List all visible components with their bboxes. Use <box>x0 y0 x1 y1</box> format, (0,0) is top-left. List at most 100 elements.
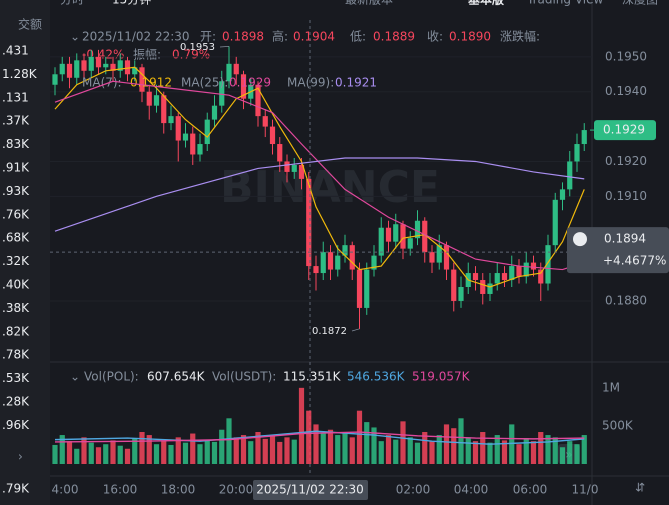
candle-body <box>356 269 363 308</box>
candle-body <box>407 238 413 249</box>
label: 涨跌幅: <box>500 29 540 44</box>
candle-body <box>458 287 464 301</box>
volume-bar <box>182 442 189 464</box>
candle-body <box>451 269 457 301</box>
candle-body <box>95 56 102 68</box>
volume-bar <box>552 437 558 464</box>
volume-bar <box>422 432 428 464</box>
volume-bar <box>385 435 392 464</box>
volume-bar <box>139 432 145 464</box>
candle-body <box>182 133 189 141</box>
column-value: 1.28K <box>2 67 38 81</box>
volume-bar <box>393 439 399 464</box>
volume-bar <box>567 441 573 464</box>
value: 0.79% <box>172 48 210 62</box>
ma-label: MA(99): <box>287 76 334 90</box>
volume-bar <box>356 410 363 464</box>
candle-body <box>81 60 87 71</box>
volume-bar <box>414 442 421 464</box>
collapse-caret[interactable]: ⌄ <box>70 30 80 44</box>
candle-body <box>110 63 116 71</box>
volume-bar <box>436 435 442 464</box>
candle-body <box>509 266 515 281</box>
volume-bar <box>429 441 435 464</box>
candle-body <box>190 133 196 155</box>
volume-bar <box>407 437 413 464</box>
volume-bar <box>574 444 580 464</box>
candle-body <box>219 81 225 106</box>
volume-bar <box>117 445 123 464</box>
volume-bar <box>335 435 341 464</box>
candle-body <box>313 266 319 274</box>
volume-bar <box>277 441 283 464</box>
volume-bar <box>197 444 203 464</box>
volume-bar <box>153 444 160 464</box>
candle-body <box>139 67 145 92</box>
left-panel <box>0 0 50 505</box>
toolbar-tab[interactable]: 基本版 <box>467 0 504 7</box>
volume-bar <box>342 432 348 464</box>
candle-body <box>400 224 406 249</box>
value: 519.057K <box>412 370 471 384</box>
volume-bar <box>443 424 450 464</box>
annotation: 0.1953 <box>180 42 215 53</box>
ma-value: 0.1929 <box>229 76 271 90</box>
toolbar-tab[interactable]: Trading View <box>526 0 604 7</box>
column-value: .53K <box>2 371 30 385</box>
candle-body <box>545 245 551 284</box>
toolbar-tab[interactable]: 深度图 <box>622 0 658 7</box>
column-value: .76K <box>2 207 30 221</box>
toolbar-tab[interactable]: 最新版本 <box>345 0 393 7</box>
volume-bar <box>291 439 297 464</box>
add-order-icon[interactable] <box>573 232 587 247</box>
candle-body <box>443 245 450 270</box>
volume-bar <box>298 387 305 464</box>
value: -0.42% <box>82 48 124 62</box>
column-value: .38K <box>2 301 30 315</box>
volume-bar <box>269 435 276 464</box>
candle-body <box>559 189 566 200</box>
candle-body <box>284 161 290 172</box>
expand-arrow[interactable]: › <box>18 450 23 464</box>
vol-ma-line <box>54 430 585 445</box>
collapse-caret[interactable]: ⌄ <box>70 370 80 384</box>
ma-value: 0.1921 <box>335 76 377 90</box>
candle-body <box>168 116 174 124</box>
crosshair-tag <box>567 227 669 274</box>
volume-bar <box>458 418 464 464</box>
last-price: 0.1929 <box>603 123 645 137</box>
scale-icon[interactable]: ⇵ <box>635 481 645 495</box>
label: Vol(POL): <box>84 370 139 384</box>
volume-bar <box>95 447 102 464</box>
volume-bar <box>74 448 80 464</box>
vol-tick-label: 500K <box>602 418 634 432</box>
volume-bar <box>451 428 457 464</box>
volume-bar <box>175 437 181 464</box>
candle-body <box>132 67 138 75</box>
time: 2025/11/02 22:30 <box>82 30 190 44</box>
volume-bar <box>400 421 406 464</box>
toolbar-tab[interactable]: 15分钟 <box>112 0 151 7</box>
volume-bar <box>103 444 109 464</box>
candle-body <box>393 224 399 242</box>
column-value: .83K <box>2 137 30 151</box>
x-tick-label: 04:00 <box>454 483 489 497</box>
candle-body <box>342 245 348 256</box>
volume-bar <box>530 441 537 464</box>
x-tick-label: 11/0 <box>572 483 599 497</box>
column-value: .78K <box>2 348 30 362</box>
crosshair-price: 0.1894 <box>604 232 646 246</box>
value: 607.654K <box>147 370 206 384</box>
y-tick-label: 0.1950 <box>605 49 647 63</box>
volume-bar <box>52 444 58 464</box>
candle-body <box>472 273 479 281</box>
candle-body <box>494 273 500 284</box>
y-tick-label: 0.1920 <box>605 154 647 168</box>
toolbar-tab[interactable]: 分时 <box>60 0 84 7</box>
label: Vol(USDT): <box>212 370 276 384</box>
candle-body <box>197 144 203 155</box>
candle-body <box>269 126 276 145</box>
volume-bar <box>132 438 138 464</box>
candle-body <box>103 63 109 68</box>
